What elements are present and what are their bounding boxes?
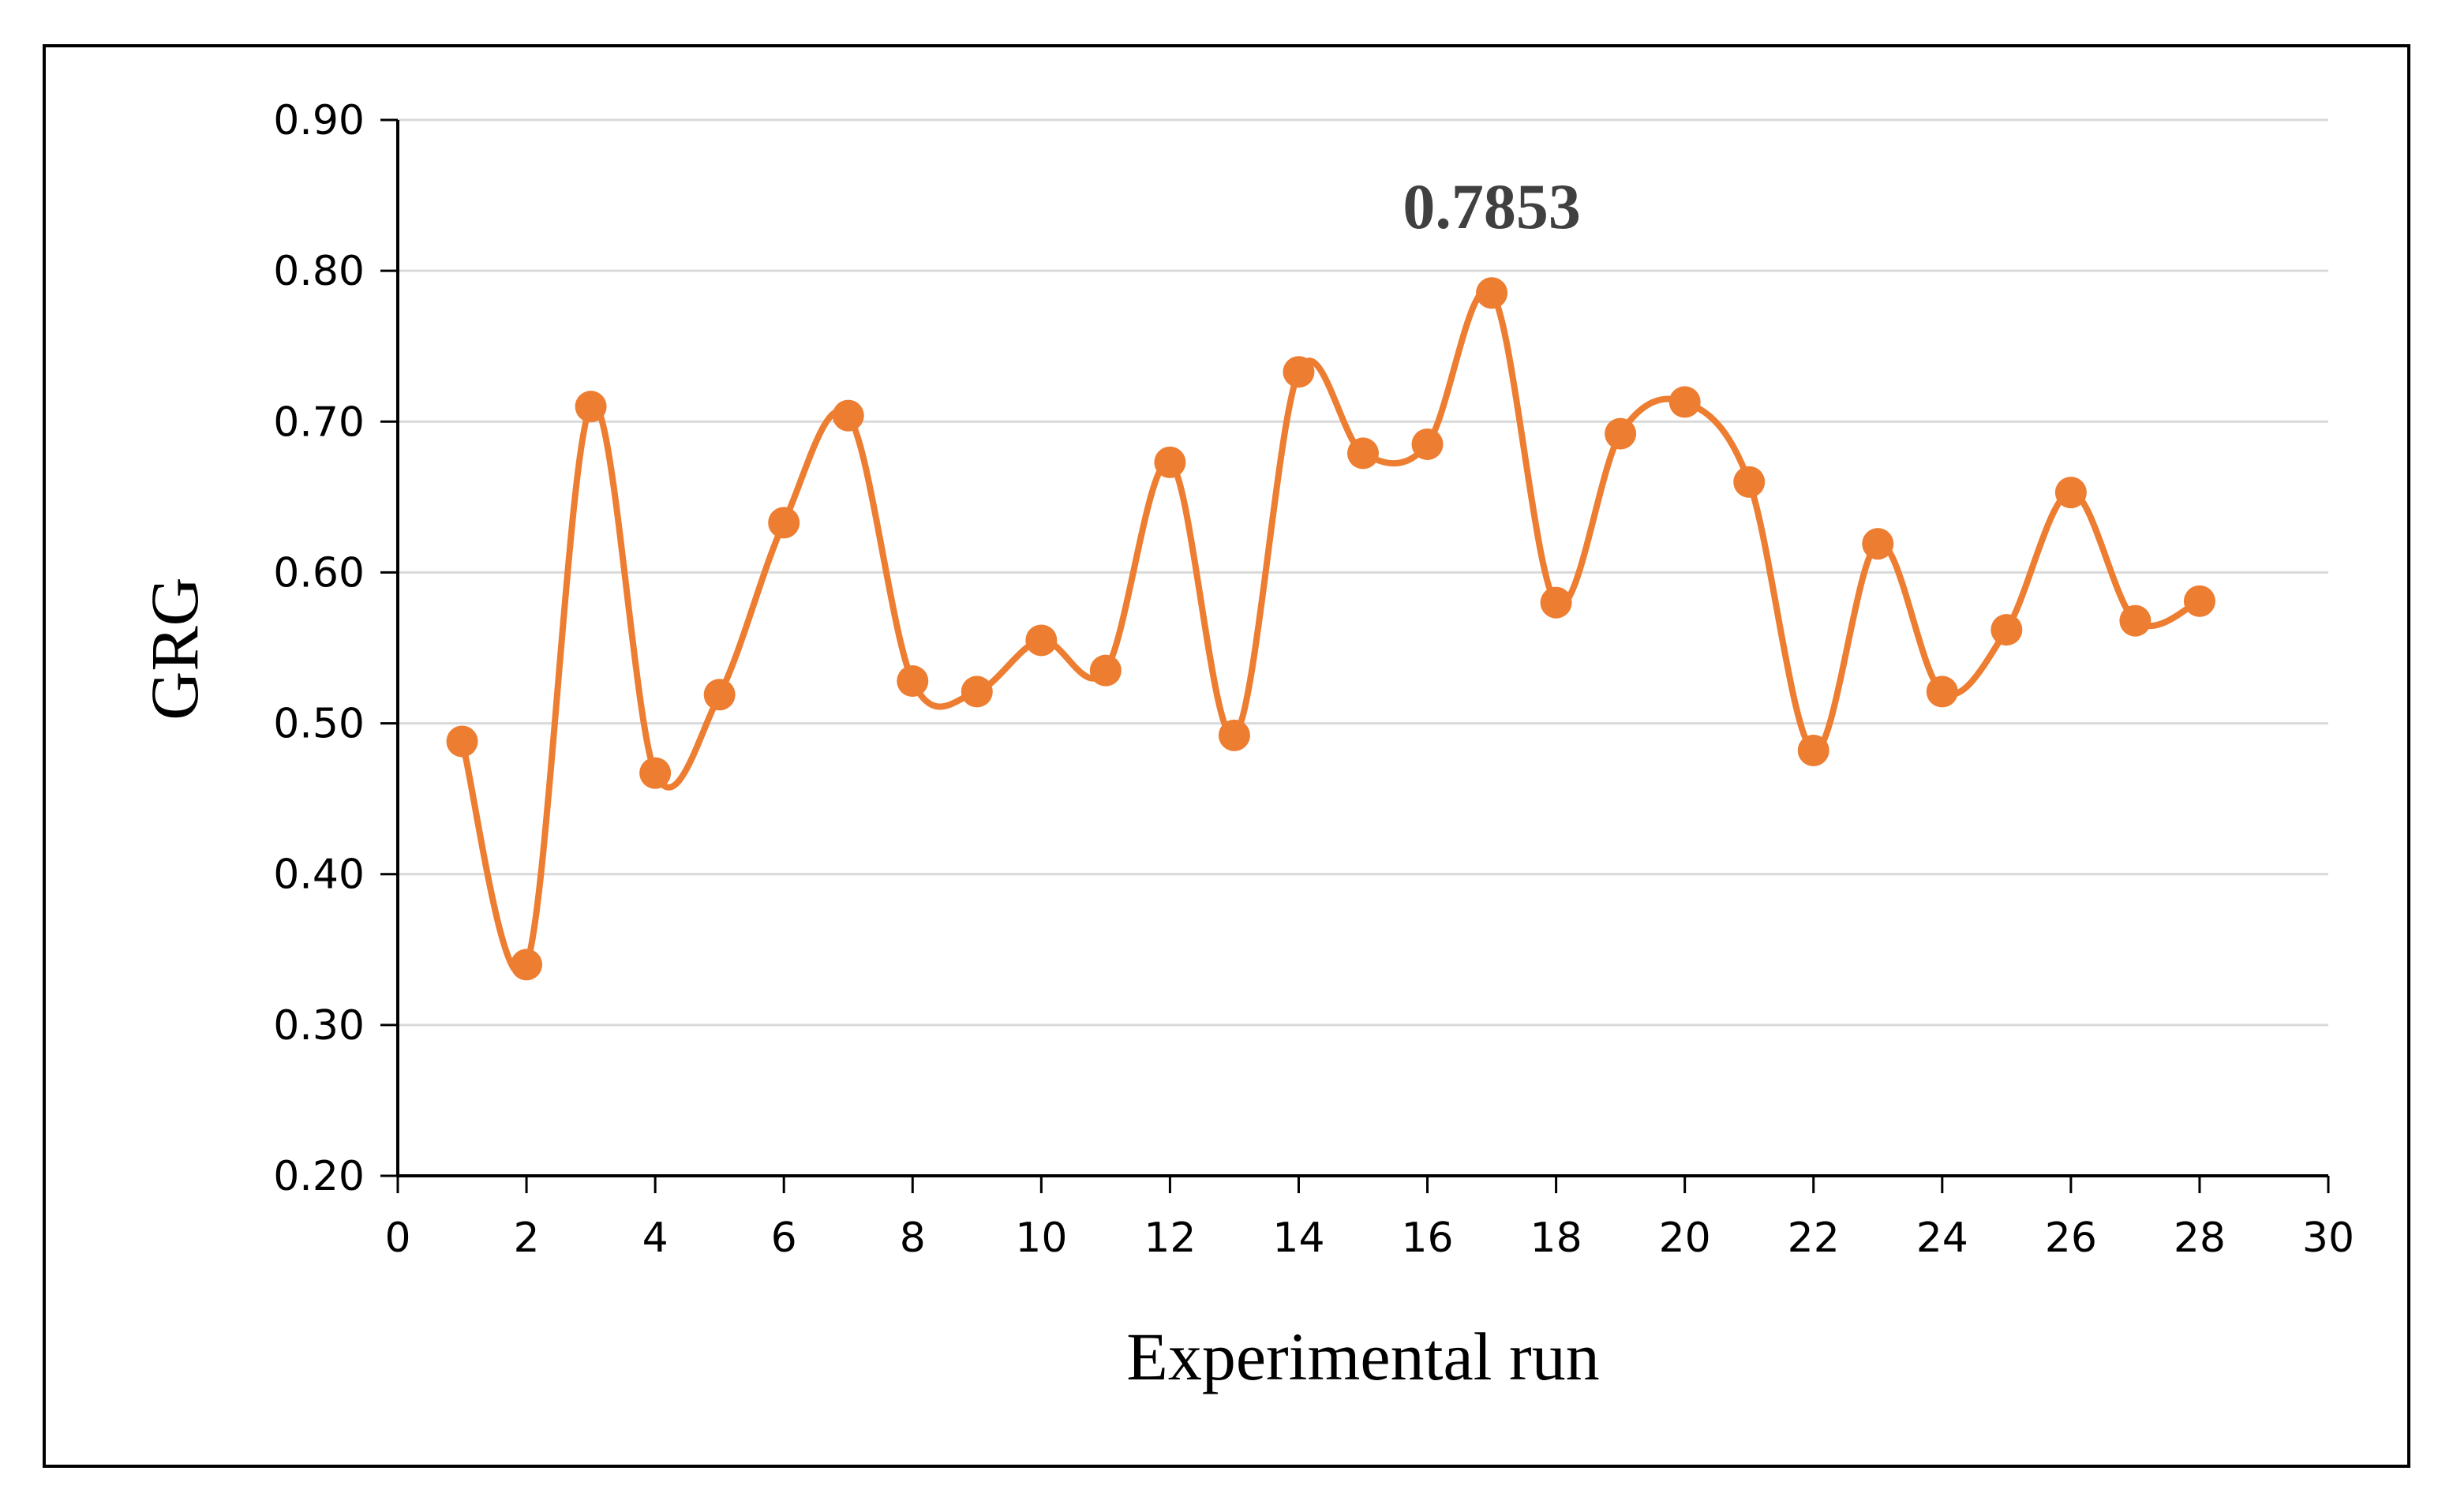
data-point <box>1025 624 1058 657</box>
data-point <box>768 507 800 539</box>
data-point <box>639 757 672 789</box>
data-point <box>1154 446 1186 478</box>
axes <box>380 118 2330 1193</box>
x-tick-label: 20 <box>1659 1214 1711 1262</box>
x-tick-label: 24 <box>1916 1214 1968 1262</box>
x-tick-label: 28 <box>2174 1214 2226 1262</box>
y-tick-label: 0.80 <box>273 248 365 295</box>
data-point <box>2119 604 2152 637</box>
x-tick-label: 6 <box>771 1214 797 1262</box>
chart-border <box>43 44 2410 1468</box>
x-axis-title: Experimental run <box>1126 1319 1599 1394</box>
x-tick-label: 16 <box>1401 1214 1453 1262</box>
data-point <box>2183 585 2215 617</box>
y-tick-label: 0.20 <box>273 1153 365 1200</box>
y-tick-label: 0.50 <box>273 701 365 748</box>
y-tick-label: 0.60 <box>273 549 365 597</box>
data-point <box>832 399 864 432</box>
y-tick-label: 0.70 <box>273 399 365 446</box>
x-tick-label: 12 <box>1144 1214 1196 1262</box>
plot-area <box>446 277 2215 981</box>
data-point <box>1089 654 1122 687</box>
x-tick-label: 14 <box>1272 1214 1324 1262</box>
x-tick-label: 22 <box>1788 1214 1840 1262</box>
gridlines <box>398 118 2328 1027</box>
data-point <box>1218 719 1250 751</box>
data-point <box>1733 466 1766 498</box>
data-point <box>511 949 543 981</box>
y-tick-label: 0.90 <box>273 97 365 144</box>
data-point <box>1283 356 1315 388</box>
data-point <box>575 391 607 423</box>
data-point <box>1476 277 1508 309</box>
data-point <box>1540 586 1572 619</box>
data-point <box>961 676 993 708</box>
series-line <box>459 286 2201 976</box>
max-value-annotation: 0.7853 <box>1403 170 1581 242</box>
data-point <box>1926 676 1958 708</box>
data-point <box>1605 417 1637 450</box>
data-point <box>703 679 736 711</box>
data-point <box>1862 528 1894 560</box>
x-tick-label: 8 <box>900 1214 926 1262</box>
x-tick-label: 0 <box>384 1214 410 1262</box>
data-point <box>1990 614 2023 646</box>
x-tick-label: 10 <box>1015 1214 1067 1262</box>
x-tick-label: 30 <box>2302 1214 2354 1262</box>
data-point <box>1797 734 1829 766</box>
labels: 0.200.300.400.500.600.700.800.900 2 4 6 8 10 1… <box>273 97 2354 1262</box>
y-axis-title: GRG <box>137 577 212 720</box>
y-tick-label: 0.30 <box>273 1002 365 1050</box>
data-point <box>1411 428 1444 460</box>
y-tick-label: 0.40 <box>273 851 365 899</box>
x-tick-label: 26 <box>2045 1214 2097 1262</box>
x-tick-label: 2 <box>514 1214 540 1262</box>
data-point <box>1347 437 1379 470</box>
data-point <box>2054 477 2087 509</box>
data-point <box>897 665 929 698</box>
x-tick-label: 4 <box>642 1214 668 1262</box>
x-tick-label: 18 <box>1530 1214 1582 1262</box>
data-point <box>446 725 478 758</box>
data-point <box>1668 386 1701 418</box>
